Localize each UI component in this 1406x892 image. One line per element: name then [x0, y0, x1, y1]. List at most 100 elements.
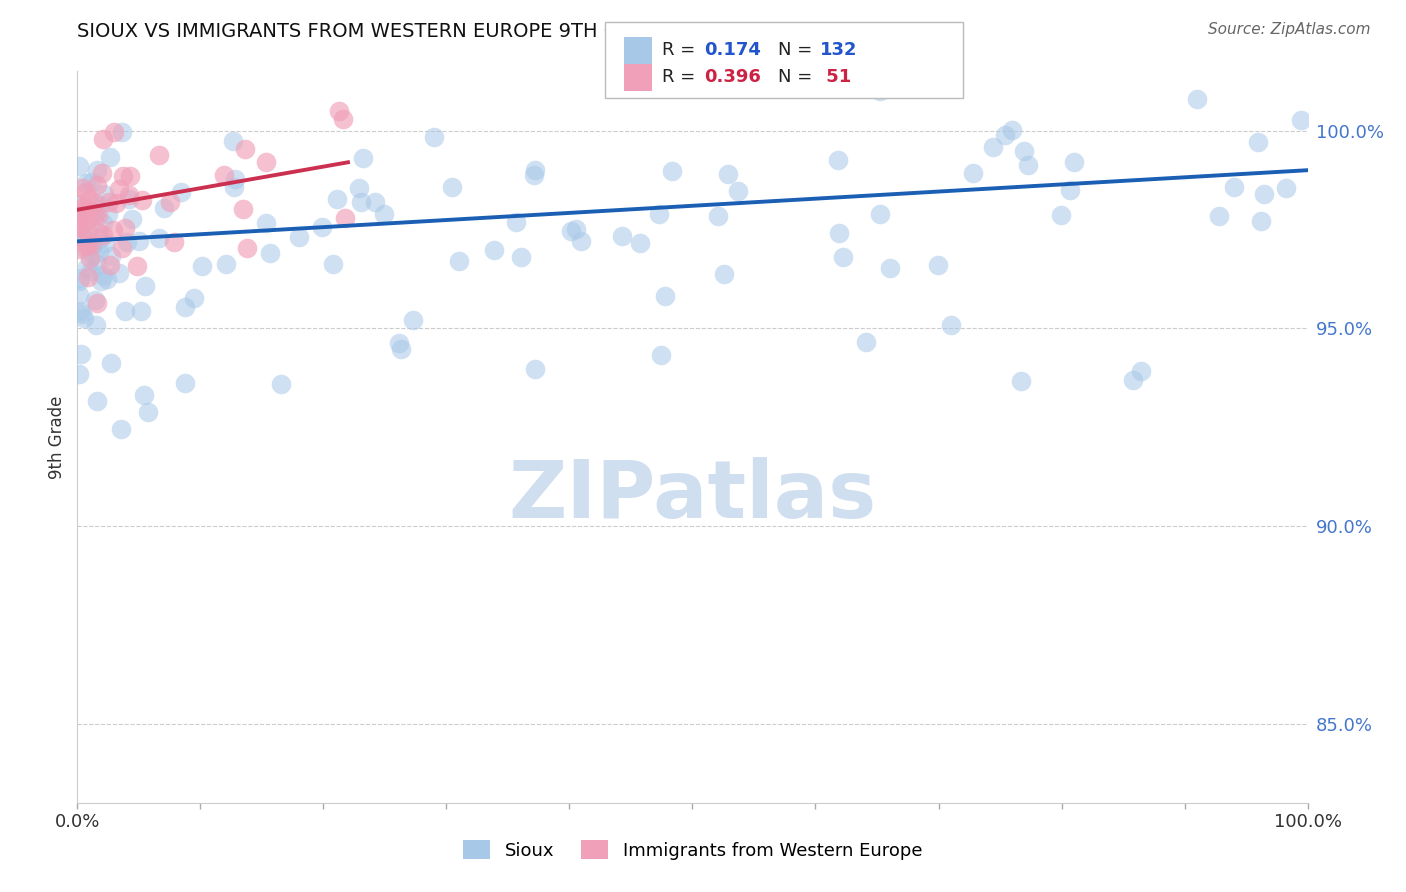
Text: N =: N = [778, 41, 817, 60]
Point [70, 212, 93, 227]
Point [90, 166, 112, 180]
Point [70, 181, 93, 195]
Point [115, 235, 138, 249]
Point [75, 242, 97, 256]
Point [402, 312, 425, 326]
Point [1012, 144, 1035, 158]
Point [325, 192, 347, 206]
Point [83, 293, 105, 307]
Point [560, 224, 582, 238]
Point [661, 163, 683, 178]
Point [111, 241, 134, 255]
Point [69, 271, 91, 285]
Point [97, 207, 120, 221]
Text: 0.396: 0.396 [704, 68, 761, 87]
Point [311, 219, 333, 234]
Point [67, 288, 90, 302]
Point [222, 134, 245, 148]
Point [510, 250, 533, 264]
Point [67, 367, 90, 381]
Point [630, 235, 652, 250]
Point [67, 242, 90, 256]
Point [82, 206, 104, 220]
Point [100, 355, 122, 369]
Point [1208, 209, 1230, 223]
Point [73, 311, 96, 326]
Point [82, 238, 104, 252]
Point [828, 227, 851, 241]
Point [389, 342, 412, 356]
Point [111, 169, 134, 183]
Point [100, 249, 122, 263]
Point [67, 198, 90, 212]
Point [1246, 135, 1268, 149]
Point [1275, 180, 1298, 194]
Point [101, 223, 124, 237]
Point [90, 274, 112, 288]
Point [91, 216, 114, 230]
Point [1050, 208, 1073, 222]
Point [214, 257, 236, 271]
Point [648, 207, 671, 221]
Point [79, 252, 101, 266]
Point [75, 176, 97, 190]
Point [855, 335, 877, 350]
Point [333, 211, 356, 225]
Point [67, 274, 90, 288]
Text: ZIPatlas: ZIPatlas [509, 457, 876, 534]
Point [89, 198, 111, 212]
Point [77, 193, 100, 207]
Point [98, 150, 121, 164]
Point [72, 230, 94, 244]
Point [224, 171, 246, 186]
Point [523, 163, 546, 178]
Point [80, 175, 103, 189]
Point [86, 178, 108, 193]
Point [80, 238, 103, 252]
Text: 0.174: 0.174 [704, 41, 761, 60]
Point [72, 200, 94, 214]
Point [328, 103, 350, 118]
Point [482, 243, 505, 257]
Point [84, 318, 107, 333]
Point [117, 192, 139, 206]
Point [254, 154, 277, 169]
Point [524, 362, 547, 376]
Point [72, 307, 94, 321]
Point [91, 268, 114, 283]
Point [163, 235, 186, 249]
Point [76, 236, 98, 251]
Point [79, 264, 101, 278]
Point [72, 202, 94, 216]
Point [352, 151, 374, 165]
Point [98, 195, 121, 210]
Point [1185, 92, 1208, 106]
Point [76, 260, 98, 274]
Point [654, 289, 676, 303]
Text: Source: ZipAtlas.com: Source: ZipAtlas.com [1208, 22, 1371, 37]
Point [869, 207, 891, 221]
Point [717, 167, 740, 181]
Point [350, 194, 373, 209]
Point [1291, 113, 1313, 128]
Point [1010, 374, 1032, 388]
Point [347, 181, 370, 195]
Point [441, 179, 464, 194]
Point [962, 166, 984, 180]
Point [941, 318, 963, 332]
Point [83, 195, 105, 210]
Text: N =: N = [778, 68, 817, 87]
Point [127, 259, 149, 273]
Point [259, 245, 281, 260]
Point [105, 195, 128, 210]
Point [80, 236, 103, 251]
Point [447, 254, 470, 268]
Point [134, 278, 156, 293]
Point [879, 261, 901, 276]
Point [373, 207, 395, 221]
Text: SIOUX VS IMMIGRANTS FROM WESTERN EUROPE 9TH GRADE CORRELATION CHART: SIOUX VS IMMIGRANTS FROM WESTERN EUROPE … [77, 22, 890, 41]
Point [1017, 157, 1039, 171]
Point [1122, 374, 1144, 388]
Point [131, 193, 153, 207]
Point [222, 180, 245, 194]
